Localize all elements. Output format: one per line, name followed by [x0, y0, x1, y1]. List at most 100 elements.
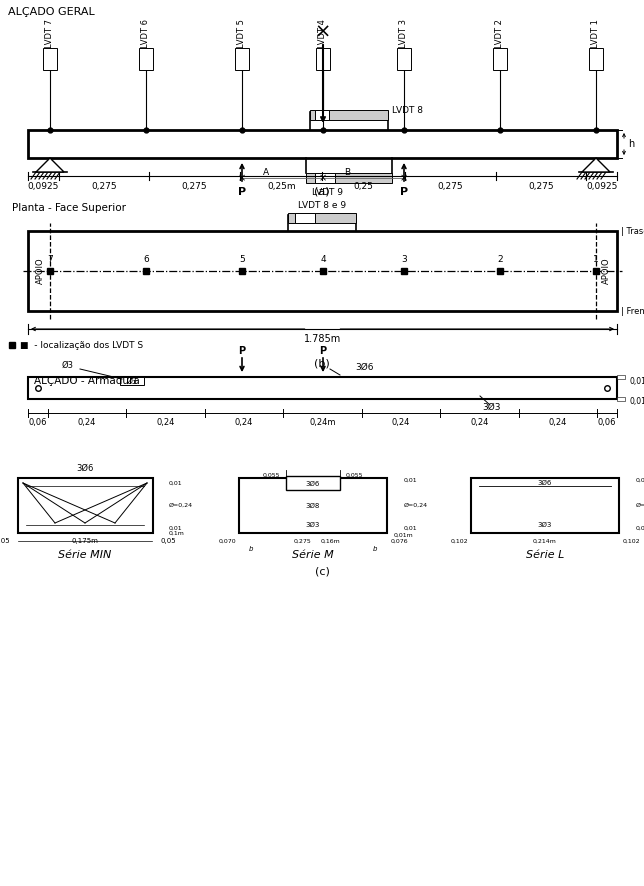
Text: 0,175m: 0,175m — [71, 538, 99, 544]
Text: 0,275: 0,275 — [182, 182, 207, 190]
Bar — [28, 231, 617, 311]
Text: 0,102: 0,102 — [622, 539, 639, 543]
Bar — [493, 48, 507, 70]
Text: 0,275: 0,275 — [294, 539, 312, 543]
Text: 0,24m: 0,24m — [309, 417, 336, 426]
Text: LVDT 4: LVDT 4 — [319, 19, 328, 48]
Text: 0,0925: 0,0925 — [586, 182, 618, 190]
Text: Série L: Série L — [526, 550, 564, 560]
Text: P: P — [400, 187, 408, 197]
Text: 5: 5 — [239, 254, 245, 263]
Text: LVDT 1: LVDT 1 — [591, 19, 600, 48]
Text: 0,1m: 0,1m — [169, 531, 185, 535]
Text: 4: 4 — [320, 254, 326, 263]
Bar — [286, 476, 340, 490]
Text: 0,06: 0,06 — [28, 417, 47, 426]
Text: 3Ø8: 3Ø8 — [306, 502, 320, 509]
Text: 0,25: 0,25 — [354, 182, 374, 190]
Text: 0,01: 0,01 — [169, 480, 183, 486]
Text: 1: 1 — [593, 254, 599, 263]
Text: 0,070: 0,070 — [218, 539, 236, 543]
Text: 3Ø6: 3Ø6 — [76, 463, 93, 472]
Text: LVDT 9: LVDT 9 — [312, 188, 343, 197]
Bar — [43, 48, 57, 70]
Text: 7: 7 — [47, 254, 53, 263]
Text: ×: × — [319, 173, 327, 183]
Text: P: P — [319, 346, 327, 356]
Text: ×: × — [238, 173, 246, 183]
Text: LVDT 8: LVDT 8 — [392, 105, 423, 114]
Bar — [315, 173, 335, 183]
Text: 0,24: 0,24 — [470, 417, 489, 426]
Text: Ø=0,24: Ø=0,24 — [404, 503, 428, 508]
Text: 0,01: 0,01 — [404, 525, 417, 531]
Text: ×: × — [400, 173, 408, 183]
Text: Planta - Face Superior: Planta - Face Superior — [12, 203, 126, 213]
Bar — [471, 478, 619, 533]
Text: 0,25m: 0,25m — [267, 182, 296, 190]
Text: 3Ø3: 3Ø3 — [538, 522, 552, 528]
Bar — [235, 48, 249, 70]
Text: 0,102: 0,102 — [450, 539, 468, 543]
Bar — [315, 110, 329, 120]
Bar — [28, 130, 617, 158]
Text: ALÇADO - Armadura: ALÇADO - Armadura — [34, 376, 140, 386]
Text: Ø3: Ø3 — [62, 361, 74, 369]
Text: 0,24: 0,24 — [392, 417, 410, 426]
Text: | Traseira: | Traseira — [621, 227, 644, 236]
Text: (a): (a) — [314, 186, 330, 196]
Text: 0,01: 0,01 — [630, 377, 644, 385]
Text: 6: 6 — [143, 254, 149, 263]
Polygon shape — [36, 158, 64, 172]
Bar — [18, 478, 153, 533]
Text: 0,16m: 0,16m — [321, 539, 341, 543]
Text: 0,01: 0,01 — [636, 478, 644, 483]
Text: Ø3: Ø3 — [127, 377, 137, 385]
Text: Ø=0,24: Ø=0,24 — [169, 503, 193, 508]
Text: (c): (c) — [314, 566, 330, 576]
Text: b: b — [373, 546, 377, 552]
Bar — [397, 48, 411, 70]
Text: A: A — [263, 167, 269, 176]
Text: 3Ø6: 3Ø6 — [538, 480, 552, 486]
Text: LVDT 8 e 9: LVDT 8 e 9 — [298, 200, 346, 209]
Text: 0,01: 0,01 — [636, 525, 644, 531]
Bar — [617, 397, 625, 401]
Text: LVDT 3: LVDT 3 — [399, 19, 408, 48]
Bar — [310, 110, 388, 120]
Bar — [120, 377, 144, 385]
Text: B: B — [345, 167, 350, 176]
Text: 0,24: 0,24 — [156, 417, 175, 426]
Text: ×: × — [315, 22, 331, 42]
Text: h: h — [628, 139, 634, 149]
Bar — [139, 48, 153, 70]
Text: APOIO: APOIO — [601, 258, 611, 284]
Text: 0,275: 0,275 — [437, 182, 463, 190]
Polygon shape — [582, 158, 610, 172]
Text: APOIO: APOIO — [35, 258, 44, 284]
Text: LVDT 7: LVDT 7 — [46, 19, 55, 48]
Text: LVDT 5: LVDT 5 — [238, 19, 247, 48]
Text: LVDT 6: LVDT 6 — [142, 19, 151, 48]
Text: 0,06: 0,06 — [598, 417, 616, 426]
Text: 0,275: 0,275 — [528, 182, 554, 190]
Text: 0,055: 0,055 — [346, 472, 363, 478]
Text: 0,24: 0,24 — [549, 417, 567, 426]
Text: b: b — [249, 546, 253, 552]
Text: ■  - localização dos LVDT S: ■ - localização dos LVDT S — [20, 340, 143, 349]
Text: 2: 2 — [497, 254, 503, 263]
Text: 0,24: 0,24 — [78, 417, 96, 426]
Text: 0,055: 0,055 — [263, 472, 280, 478]
Text: ALÇADO GERAL: ALÇADO GERAL — [8, 7, 95, 17]
Text: 0,05: 0,05 — [160, 538, 176, 544]
Bar — [617, 375, 625, 379]
Text: 3Ø6: 3Ø6 — [355, 362, 374, 371]
Text: (b): (b) — [314, 358, 330, 368]
Text: 0,05: 0,05 — [0, 538, 10, 544]
Text: 0,01: 0,01 — [630, 397, 644, 406]
Text: 3Ø3: 3Ø3 — [483, 402, 501, 411]
Text: 0,01m: 0,01m — [394, 532, 413, 538]
Text: 0,076: 0,076 — [390, 539, 408, 543]
Text: 0,275: 0,275 — [91, 182, 117, 190]
Text: 0,0925: 0,0925 — [28, 182, 59, 190]
